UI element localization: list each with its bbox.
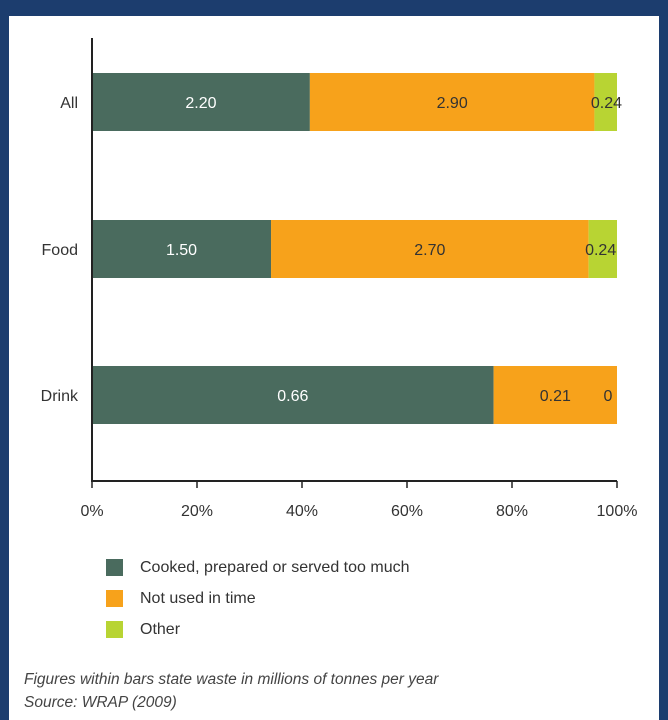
x-tick-label-40: 40% <box>286 503 318 520</box>
bar-all-cooked <box>92 73 310 131</box>
x-tick-label-0: 0% <box>80 503 103 520</box>
x-ticks-layer: 0% 20% 40% 60% 80% 100% <box>80 481 637 520</box>
bars-layer: 2.20 2.90 0.24 1.50 2.70 0.24 0.66 0.21 0 <box>92 73 622 424</box>
footnote: Figures within bars state waste in milli… <box>24 668 438 714</box>
bar-label-food-not-used: 2.70 <box>414 242 445 259</box>
legend-swatch-not-used <box>106 590 123 607</box>
x-tick-label-60: 60% <box>391 503 423 520</box>
legend-label-cooked: Cooked, prepared or served too much <box>140 558 410 576</box>
bar-label-all-not-used: 2.90 <box>437 95 468 112</box>
x-tick-label-20: 20% <box>181 503 213 520</box>
bar-food-other <box>588 220 617 278</box>
legend-swatch-other <box>106 621 123 638</box>
bar-label-all-other: 0.24 <box>591 95 622 112</box>
footnote-source: Source: WRAP (2009) <box>24 694 177 711</box>
bar-label-drink-cooked: 0.66 <box>277 388 308 405</box>
bar-food-not-used <box>271 220 589 278</box>
x-tick-label-100: 100% <box>597 503 638 520</box>
bar-label-all-cooked: 2.20 <box>185 95 216 112</box>
stacked-bar-chart: 2.20 2.90 0.24 1.50 2.70 0.24 0.66 0.21 0 0% 20% 4… <box>41 38 637 520</box>
bar-all-not-used <box>309 73 595 131</box>
legend-swatch-cooked <box>106 559 123 576</box>
category-labels-layer: All Food Drink <box>41 95 79 405</box>
category-label-drink: Drink <box>41 388 79 405</box>
category-label-all: All <box>60 95 78 112</box>
bar-food-cooked <box>92 220 272 278</box>
bar-label-food-other: 0.24 <box>585 242 616 259</box>
bar-all-other <box>594 73 617 131</box>
bar-drink-cooked <box>92 366 494 424</box>
bar-label-drink-other: 0 <box>604 388 613 405</box>
figure-header-band <box>0 0 668 16</box>
bar-label-drink-not-used: 0.21 <box>540 388 571 405</box>
bar-label-food-cooked: 1.50 <box>166 242 197 259</box>
category-label-food: Food <box>42 242 78 259</box>
legend: Cooked, prepared or served too much Not … <box>106 552 409 645</box>
legend-item-other: Other <box>106 614 409 645</box>
x-tick-label-80: 80% <box>496 503 528 520</box>
bar-drink-not-used <box>493 366 617 424</box>
legend-item-not-used: Not used in time <box>106 583 409 614</box>
legend-label-not-used: Not used in time <box>140 589 256 607</box>
legend-item-cooked: Cooked, prepared or served too much <box>106 552 409 583</box>
legend-label-other: Other <box>140 620 181 638</box>
footnote-units: Figures within bars state waste in milli… <box>24 671 439 688</box>
